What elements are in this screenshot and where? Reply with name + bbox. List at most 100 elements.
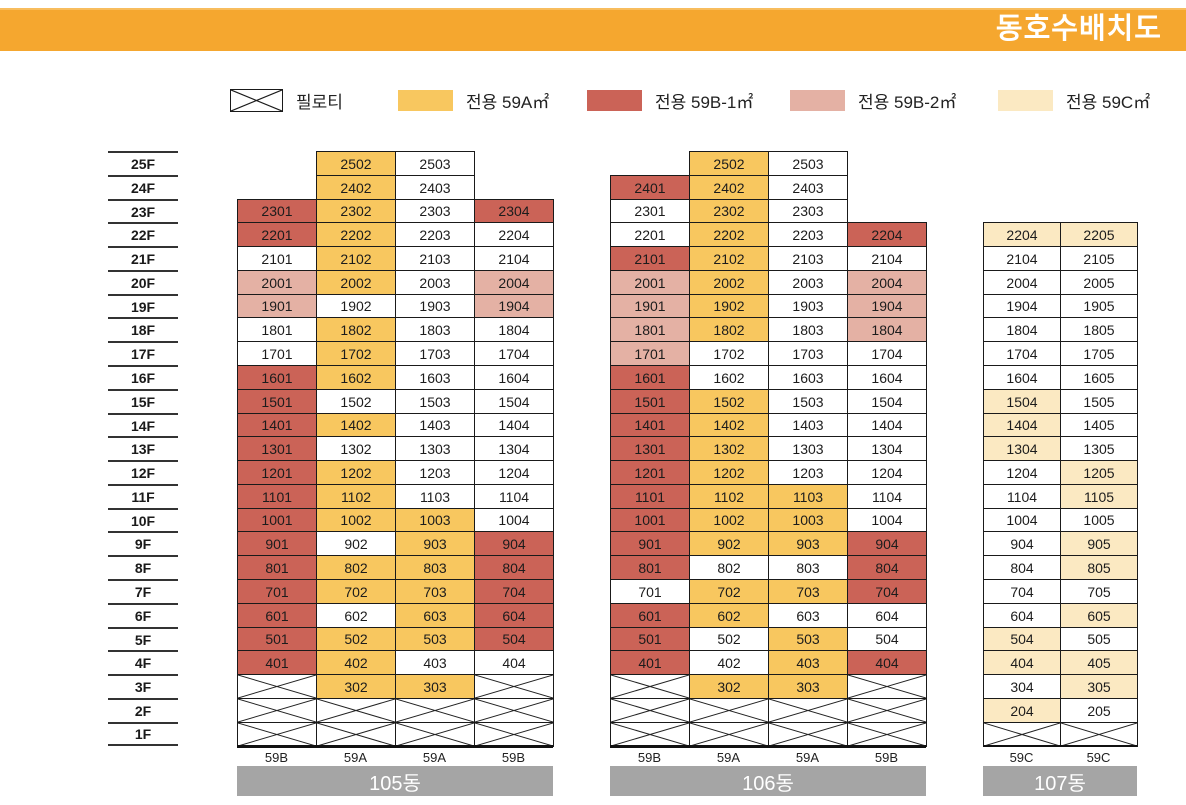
legend: 필로티 전용 59A㎡ 전용 59B-1㎡ 전용 59B-2㎡ 전용 59C㎡ <box>0 88 1186 118</box>
unit-cell-2101: 2101 <box>237 246 317 271</box>
unit-cell-2103: 2103 <box>395 246 475 271</box>
piloti-cell <box>237 674 317 699</box>
floor-label-3F: 3F <box>108 674 178 698</box>
unit-cell-904: 904 <box>847 531 927 556</box>
unit-cell-1104: 1104 <box>474 484 554 509</box>
unit-cell-302: 302 <box>316 674 396 699</box>
unit-cell-2003: 2003 <box>395 270 475 295</box>
unit-cell-1402: 1402 <box>689 413 769 437</box>
unit-cell-1204: 1204 <box>983 460 1061 485</box>
unit-cell-1904: 1904 <box>474 294 554 318</box>
unit-cell-1804: 1804 <box>474 317 554 342</box>
unit-type-row: 59B 59A 59A 59B <box>610 750 926 765</box>
unit-cell-1201: 1201 <box>237 460 317 485</box>
unit-cell-1401: 1401 <box>237 413 317 437</box>
unit-cell-1202: 1202 <box>689 460 769 485</box>
unit-cell-2402: 2402 <box>689 175 769 200</box>
building-106동: 2502 2503 2401 2402 2403 2301 2302 2303 2201 2202… <box>610 151 927 801</box>
unit-cell-1004: 1004 <box>983 508 1061 532</box>
unit-cell-505: 505 <box>1060 627 1138 651</box>
unit-cell-1204: 1204 <box>474 460 554 485</box>
unit-cell-2102: 2102 <box>316 246 396 271</box>
unit-cell-601: 601 <box>610 603 690 628</box>
floor-label-17F: 17F <box>108 341 178 365</box>
unit-cell-2302: 2302 <box>316 199 396 223</box>
unit-cell-1002: 1002 <box>689 508 769 532</box>
unit-cell-2003: 2003 <box>768 270 848 295</box>
unit-cell-1901: 1901 <box>237 294 317 318</box>
unit-cell-1704: 1704 <box>983 341 1061 366</box>
unit-cell-701: 701 <box>610 579 690 604</box>
unit-cell-1504: 1504 <box>847 389 927 414</box>
unit-cell-603: 603 <box>768 603 848 628</box>
floor-label-10F: 10F <box>108 508 178 531</box>
unit-cell-1403: 1403 <box>395 413 475 437</box>
unit-cell-403: 403 <box>768 650 848 675</box>
piloti-cell <box>316 722 396 747</box>
unit-cell-305: 305 <box>1060 674 1138 699</box>
legend-item-59b2: 전용 59B-2㎡ <box>790 88 956 113</box>
unit-cell-2104: 2104 <box>983 246 1061 271</box>
unit-cell-1403: 1403 <box>768 413 848 437</box>
unit-cell-1502: 1502 <box>689 389 769 414</box>
unit-cell-404: 404 <box>847 650 927 675</box>
unit-cell-1905: 1905 <box>1060 294 1138 318</box>
legend-label-59c: 전용 59C㎡ <box>1066 93 1151 112</box>
unit-cell-1101: 1101 <box>610 484 690 509</box>
legend-label-59a: 전용 59A㎡ <box>466 93 550 112</box>
unit-cell-1002: 1002 <box>316 508 396 532</box>
unit-cell-1803: 1803 <box>395 317 475 342</box>
building-name-bar: 106동 <box>610 766 926 796</box>
floor-label-4F: 4F <box>108 650 178 674</box>
unit-cell-1703: 1703 <box>395 341 475 366</box>
piloti-cell <box>395 722 475 747</box>
unit-cell-2403: 2403 <box>395 175 475 200</box>
piloti-cell <box>768 698 848 723</box>
unit-cell-904: 904 <box>474 531 554 556</box>
piloti-cell <box>689 722 769 747</box>
unit-cell-1603: 1603 <box>395 365 475 390</box>
floor-label-15F: 15F <box>108 389 178 413</box>
floor-label-1F: 1F <box>108 722 178 746</box>
building-105동: 2502 2503 2402 2403 2301 2302 2303 2304 2201 2202… <box>237 151 554 801</box>
unit-cell-501: 501 <box>610 627 690 651</box>
unit-cell-905: 905 <box>1060 531 1138 556</box>
legend-item-59c: 전용 59C㎡ <box>998 88 1150 113</box>
floor-label-5F: 5F <box>108 627 178 650</box>
unit-cell-702: 702 <box>689 579 769 604</box>
unit-cell-2203: 2203 <box>395 222 475 247</box>
unit-cell-1203: 1203 <box>395 460 475 485</box>
unit-cell-2004: 2004 <box>983 270 1061 295</box>
unit-cell-604: 604 <box>474 603 554 628</box>
unit-type-label: 59B <box>264 750 289 765</box>
unit-cell-1702: 1702 <box>689 341 769 366</box>
unit-cell-2301: 2301 <box>237 199 317 223</box>
unit-cell-1803: 1803 <box>768 317 848 342</box>
unit-cell-1601: 1601 <box>237 365 317 390</box>
unit-cell-404: 404 <box>474 650 554 675</box>
unit-cell-1701: 1701 <box>610 341 690 366</box>
unit-cell-1702: 1702 <box>316 341 396 366</box>
unit-cell-602: 602 <box>689 603 769 628</box>
unit-type-label: 59B <box>501 750 526 765</box>
unit-cell-504: 504 <box>983 627 1061 651</box>
unit-cell-1104: 1104 <box>847 484 927 509</box>
unit-cell-801: 801 <box>610 555 690 580</box>
floor-label-25F: 25F <box>108 151 178 175</box>
unit-cell-901: 901 <box>237 531 317 556</box>
unit-cell-2201: 2201 <box>237 222 317 247</box>
building-name-bar: 105동 <box>237 766 553 796</box>
floor-label-12F: 12F <box>108 460 178 484</box>
unit-cell-2202: 2202 <box>316 222 396 247</box>
unit-cell-304: 304 <box>983 674 1061 699</box>
building-baseline <box>983 745 1137 747</box>
unit-cell-1103: 1103 <box>395 484 475 509</box>
unit-cell-1601: 1601 <box>610 365 690 390</box>
unit-cell-601: 601 <box>237 603 317 628</box>
unit-cell-1602: 1602 <box>316 365 396 390</box>
unit-cell-1502: 1502 <box>316 389 396 414</box>
floor-label-9F: 9F <box>108 531 178 555</box>
unit-cell-2203: 2203 <box>768 222 848 247</box>
unit-cell-2103: 2103 <box>768 246 848 271</box>
piloti-cell <box>610 698 690 723</box>
